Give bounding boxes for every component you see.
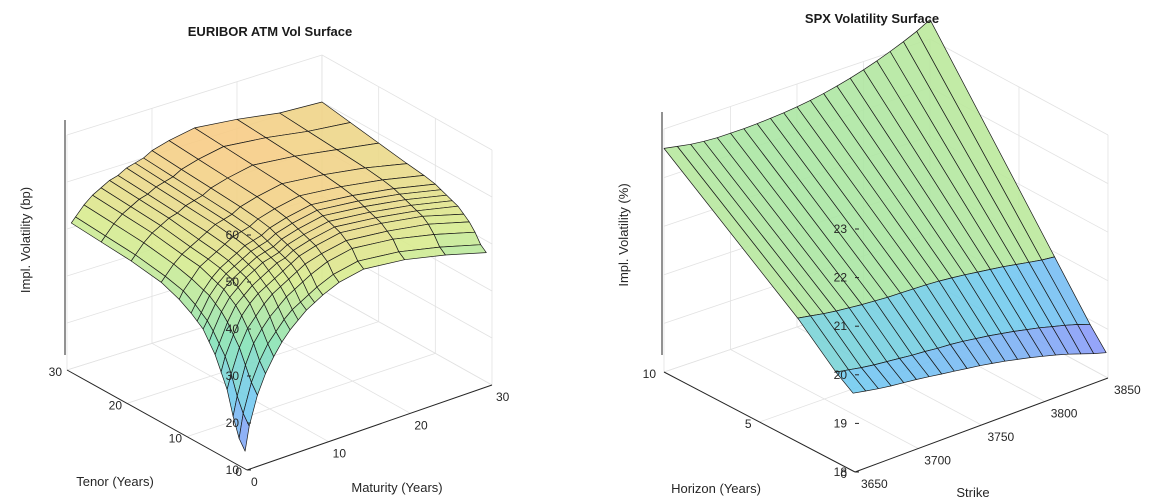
- euribor-z-tick-label: 60: [226, 228, 240, 242]
- spx-y-tick-label: 0: [840, 467, 847, 481]
- euribor-x-axis-line: [246, 384, 493, 471]
- euribor-y-tick-label: 10: [169, 432, 183, 446]
- spx-x-tick-label: 3700: [924, 454, 951, 468]
- spx-y-tick-label: 10: [643, 367, 657, 381]
- spx-tick-labels: 18 19 20 21 22 23 0 5 10 3650 3700 3750 3800 3850: [643, 222, 1141, 491]
- euribor-y-tick-label: 20: [109, 398, 123, 412]
- spx-y-axis-line: [663, 371, 856, 473]
- spx-z-axis-label: Impl. Volatility (%): [616, 183, 631, 286]
- euribor-x-tick-label: 10: [333, 447, 347, 461]
- euribor-z-tick-label: 40: [226, 322, 240, 336]
- spx-vol-surface: [663, 19, 1107, 394]
- spx-chart-title: SPX Volatility Surface: [805, 11, 939, 26]
- euribor-surface-facet: [238, 413, 250, 452]
- spx-z-tick-label: 20: [834, 368, 848, 382]
- euribor-grid-line: [321, 101, 493, 198]
- spx-x-axis-label: Strike: [956, 485, 989, 499]
- spx-surface-plot: 18 19 20 21 22 23 0 5 10 3650 3700 3750 3800 3850 SPX…: [616, 11, 1141, 499]
- euribor-axes: [64, 120, 493, 471]
- euribor-x-tick-label: 20: [414, 418, 428, 432]
- euribor-y-tick-label: 30: [49, 365, 63, 379]
- euribor-z-axis-label: Impl. Volatility (bp): [18, 187, 33, 293]
- spx-z-tick-label: 21: [834, 319, 848, 333]
- euribor-vol-surface: [70, 101, 487, 452]
- euribor-grid-line: [66, 54, 323, 136]
- spx-x-tick-label: 3850: [1114, 383, 1141, 397]
- euribor-z-tick-label: 20: [226, 416, 240, 430]
- euribor-z-tick-label: 50: [226, 275, 240, 289]
- euribor-y-axis-line: [66, 369, 248, 471]
- spx-z-tick-label: 23: [834, 222, 848, 236]
- euribor-x-tick-label: 30: [496, 390, 510, 404]
- euribor-grid-line: [321, 289, 493, 386]
- euribor-x-tick-label: 0: [251, 475, 258, 489]
- euribor-y-tick-label: 0: [235, 465, 242, 479]
- spx-z-tick-label: 18: [834, 465, 848, 479]
- spx-x-tick-label: 3800: [1051, 407, 1078, 421]
- euribor-z-tick-label: 10: [226, 463, 240, 477]
- spx-y-tick-label: 5: [745, 417, 752, 431]
- euribor-x-axis-label: Maturity (Years): [351, 480, 442, 495]
- spx-axes: [661, 112, 1109, 473]
- spx-y-axis-label: Horizon (Years): [671, 481, 761, 496]
- euribor-grid-line: [186, 352, 436, 438]
- euribor-chart-title: EURIBOR ATM Vol Surface: [188, 24, 352, 39]
- euribor-y-axis-label: Tenor (Years): [76, 474, 154, 489]
- spx-z-tick-label: 22: [834, 271, 848, 285]
- euribor-z-tick-label: 30: [226, 369, 240, 383]
- spx-surface-facet: [835, 369, 867, 394]
- euribor-grid-line: [321, 54, 493, 151]
- spx-x-tick-label: 3750: [988, 430, 1015, 444]
- spx-z-tick-label: 19: [834, 416, 848, 430]
- spx-x-axis-line: [854, 377, 1109, 473]
- spx-x-tick-label: 3650: [861, 477, 888, 491]
